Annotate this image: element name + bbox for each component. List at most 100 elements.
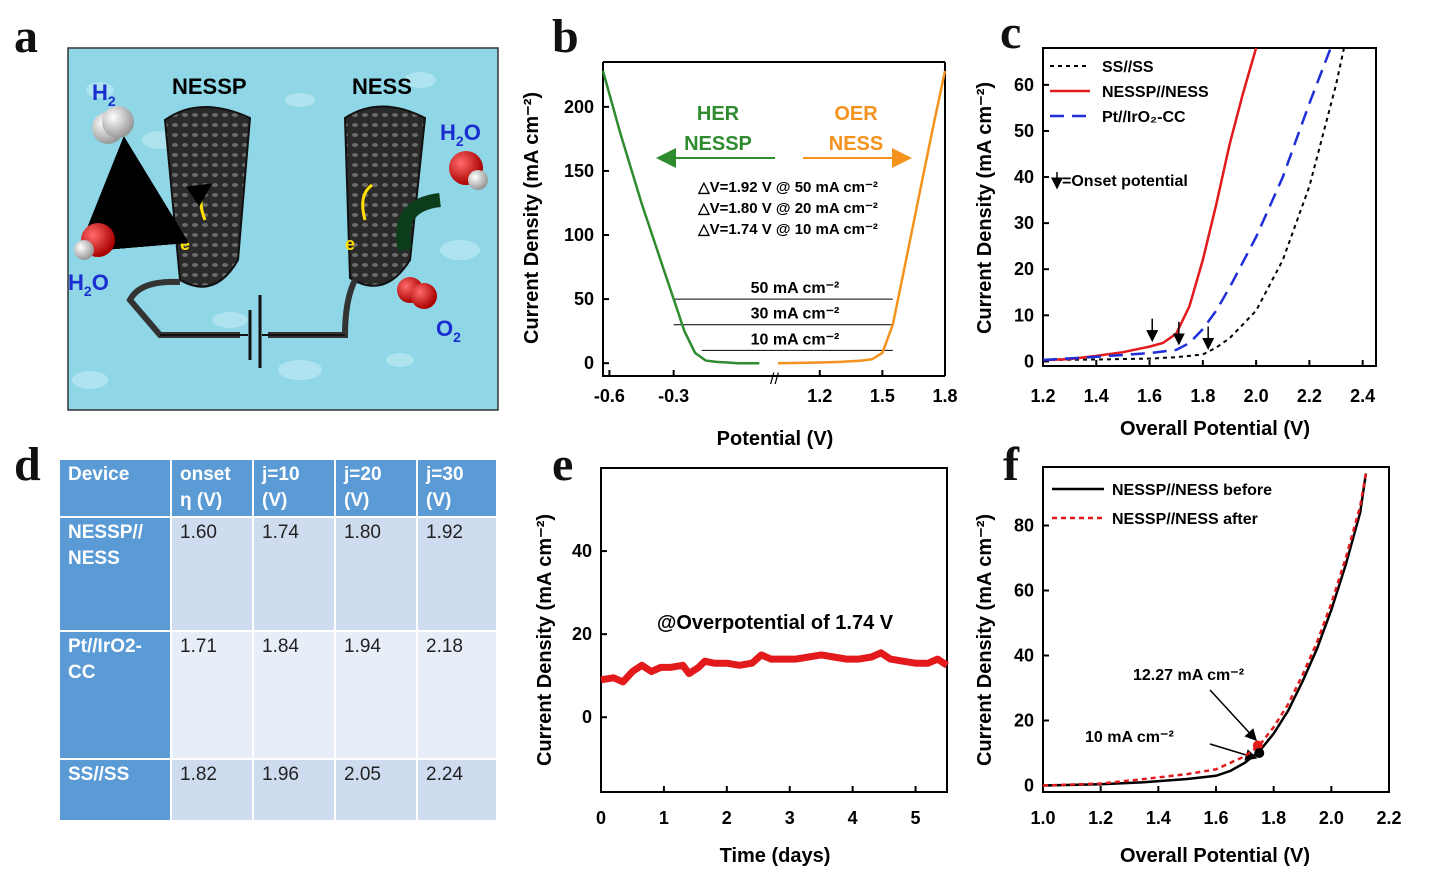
chart-f-point-after bbox=[1252, 740, 1263, 751]
chart-e-annotation: @Overpotential of 1.74 V bbox=[657, 612, 894, 634]
delta-v-20: △V=1.80 V @ 20 mA cm⁻² bbox=[697, 200, 878, 217]
annot-10: 10 mA cm⁻² bbox=[1085, 729, 1174, 746]
chart-e-xlabel: Time (days) bbox=[720, 845, 831, 867]
chart-f-ylabel: Current Density (mA cm⁻²) bbox=[974, 514, 996, 766]
header-j10: j=10 (V) bbox=[252, 458, 336, 518]
chart-c-xtick-label: 1.2 bbox=[1030, 386, 1055, 406]
chart-b-ytick-label: 50 bbox=[574, 289, 594, 309]
annot-12-27: 12.27 mA cm⁻² bbox=[1133, 667, 1244, 684]
header-j30: j=30 (V) bbox=[416, 458, 498, 518]
chart-c-ytick-label: 20 bbox=[1014, 259, 1034, 279]
row-j30: 2.18 bbox=[416, 630, 498, 760]
h2o-left-label: H2O bbox=[68, 270, 109, 299]
chart-b-ylabel: Current Density (mA cm⁻²) bbox=[521, 92, 543, 344]
chart-e-xtick-label: 4 bbox=[848, 808, 858, 828]
annot-12-27-arrow bbox=[1209, 689, 1258, 742]
chart-e-ytick-label: 40 bbox=[572, 541, 592, 561]
chart-b-level-label: 10 mA cm⁻² bbox=[751, 331, 840, 348]
chart-c-ytick-label: 60 bbox=[1014, 75, 1034, 95]
row-j20: 2.05 bbox=[334, 758, 418, 822]
chart-c-legend-label: Pt//IrO₂-CC bbox=[1102, 109, 1186, 126]
electron-path-left bbox=[185, 183, 213, 221]
nessp-electrode bbox=[163, 106, 252, 288]
h2o-left-hydrogen bbox=[74, 240, 94, 260]
table-row: NESSP// NESS 1.60 1.74 1.80 1.92 bbox=[58, 516, 498, 632]
chart-b-xtick-label: -0.6 bbox=[594, 386, 625, 406]
row-onset: 1.71 bbox=[170, 630, 254, 760]
row-onset: 1.82 bbox=[170, 758, 254, 822]
chart-f-ytick-label: 80 bbox=[1014, 516, 1034, 536]
h2o-right-label: H2O bbox=[440, 120, 481, 149]
chart-c-series-line bbox=[1042, 47, 1345, 361]
chart-c-xtick-label: 2.4 bbox=[1350, 386, 1375, 406]
table-header-row: Device onset η (V) j=10 (V) j=20 (V) j=3… bbox=[58, 458, 498, 518]
chart-f-ytick-label: 0 bbox=[1024, 776, 1034, 796]
left-wire bbox=[126, 278, 240, 338]
row-device: NESSP// NESS bbox=[58, 516, 172, 632]
ness-label: NESS bbox=[352, 74, 412, 99]
chart-f-xtick-label: 1.0 bbox=[1030, 808, 1055, 828]
chart-b-ytick-label: 0 bbox=[584, 353, 594, 373]
delta-v-50: △V=1.92 V @ 50 mA cm⁻² bbox=[697, 179, 878, 196]
chart-f-xtick-label: 1.4 bbox=[1146, 808, 1171, 828]
chart-b-xlabel: Potential (V) bbox=[717, 428, 834, 450]
chart-c-xtick-label: 2.0 bbox=[1244, 386, 1269, 406]
schematic-panel: e e NESSP NESS H2 H2O H2O O2 bbox=[67, 47, 499, 411]
row-j30: 2.24 bbox=[416, 758, 498, 822]
chart-e-xtick-label: 2 bbox=[722, 808, 732, 828]
chart-e-ytick-label: 0 bbox=[582, 707, 592, 727]
chart-f-ytick-label: 20 bbox=[1014, 711, 1034, 731]
panel-label-b: b bbox=[552, 10, 579, 63]
her-label-line2: NESSP bbox=[684, 133, 752, 155]
row-j20: 1.80 bbox=[334, 516, 418, 632]
chart-e: Time (days) Current Density (mA cm⁻²) @O… bbox=[534, 467, 949, 867]
chart-f-xtick-label: 2.0 bbox=[1319, 808, 1344, 828]
chart-b-xtick-label: 1.2 bbox=[807, 386, 832, 406]
electron-label-right: e bbox=[345, 234, 355, 254]
axis-break-mark: // bbox=[770, 371, 779, 388]
h2o-right-hydrogen bbox=[468, 170, 488, 190]
chart-c-ytick-label: 10 bbox=[1014, 305, 1034, 325]
electron-path-right bbox=[361, 183, 373, 221]
chart-e-axes bbox=[600, 467, 948, 793]
header-device: Device bbox=[58, 458, 172, 518]
table-row: Pt//IrO2-CC 1.71 1.84 1.94 2.18 bbox=[58, 630, 498, 760]
chart-c-xtick-label: 1.6 bbox=[1137, 386, 1162, 406]
h2-label: H2 bbox=[92, 80, 116, 109]
her-label-line1: HER bbox=[697, 103, 740, 125]
chart-c-xlabel: Overall Potential (V) bbox=[1120, 418, 1310, 440]
electron-label-left: e bbox=[180, 234, 190, 254]
chart-f: Overall Potential (V) Current Density (m… bbox=[974, 466, 1402, 867]
left-reaction-arrow bbox=[77, 136, 189, 253]
performance-table: Device onset η (V) j=10 (V) j=20 (V) j=3… bbox=[58, 458, 498, 822]
chart-b-xtick-label: 1.8 bbox=[932, 386, 957, 406]
chart-c-xtick-label: 1.8 bbox=[1190, 386, 1215, 406]
chart-c-ytick-label: 30 bbox=[1014, 213, 1034, 233]
panel-label-f: f bbox=[1003, 438, 1020, 491]
h2-molecule-atom2 bbox=[102, 106, 134, 138]
chart-c-ytick-label: 0 bbox=[1024, 351, 1034, 371]
chart-b-ytick-label: 100 bbox=[564, 225, 594, 245]
table-row: SS//SS 1.82 1.96 2.05 2.24 bbox=[58, 758, 498, 822]
chart-e-ytick-label: 20 bbox=[572, 624, 592, 644]
row-device: SS//SS bbox=[58, 758, 172, 822]
chart-b-series-her bbox=[601, 70, 760, 365]
chart-f-point-before bbox=[1254, 748, 1265, 758]
chart-b-ytick-label: 150 bbox=[564, 161, 594, 181]
chart-c-xtick-label: 1.4 bbox=[1084, 386, 1109, 406]
panel-label-c: c bbox=[1000, 6, 1021, 59]
chart-f-legend-label: NESSP//NESS after bbox=[1112, 511, 1258, 528]
chart-f-ytick-label: 40 bbox=[1014, 646, 1034, 666]
right-reaction-arrow bbox=[396, 193, 442, 252]
chart-c-xtick-label: 2.2 bbox=[1297, 386, 1322, 406]
chart-b-xtick-label: -0.3 bbox=[658, 386, 689, 406]
chart-f-xtick-label: 2.2 bbox=[1376, 808, 1401, 828]
chart-e-xtick-label: 5 bbox=[911, 808, 921, 828]
row-onset: 1.60 bbox=[170, 516, 254, 632]
chart-e-xtick-label: 1 bbox=[659, 808, 669, 828]
chart-f-xtick-label: 1.8 bbox=[1261, 808, 1286, 828]
oer-label-line2: NESS bbox=[829, 133, 883, 155]
chart-c-ylabel: Current Density (mA cm⁻²) bbox=[974, 82, 996, 334]
chart-f-xlabel: Overall Potential (V) bbox=[1120, 845, 1310, 867]
